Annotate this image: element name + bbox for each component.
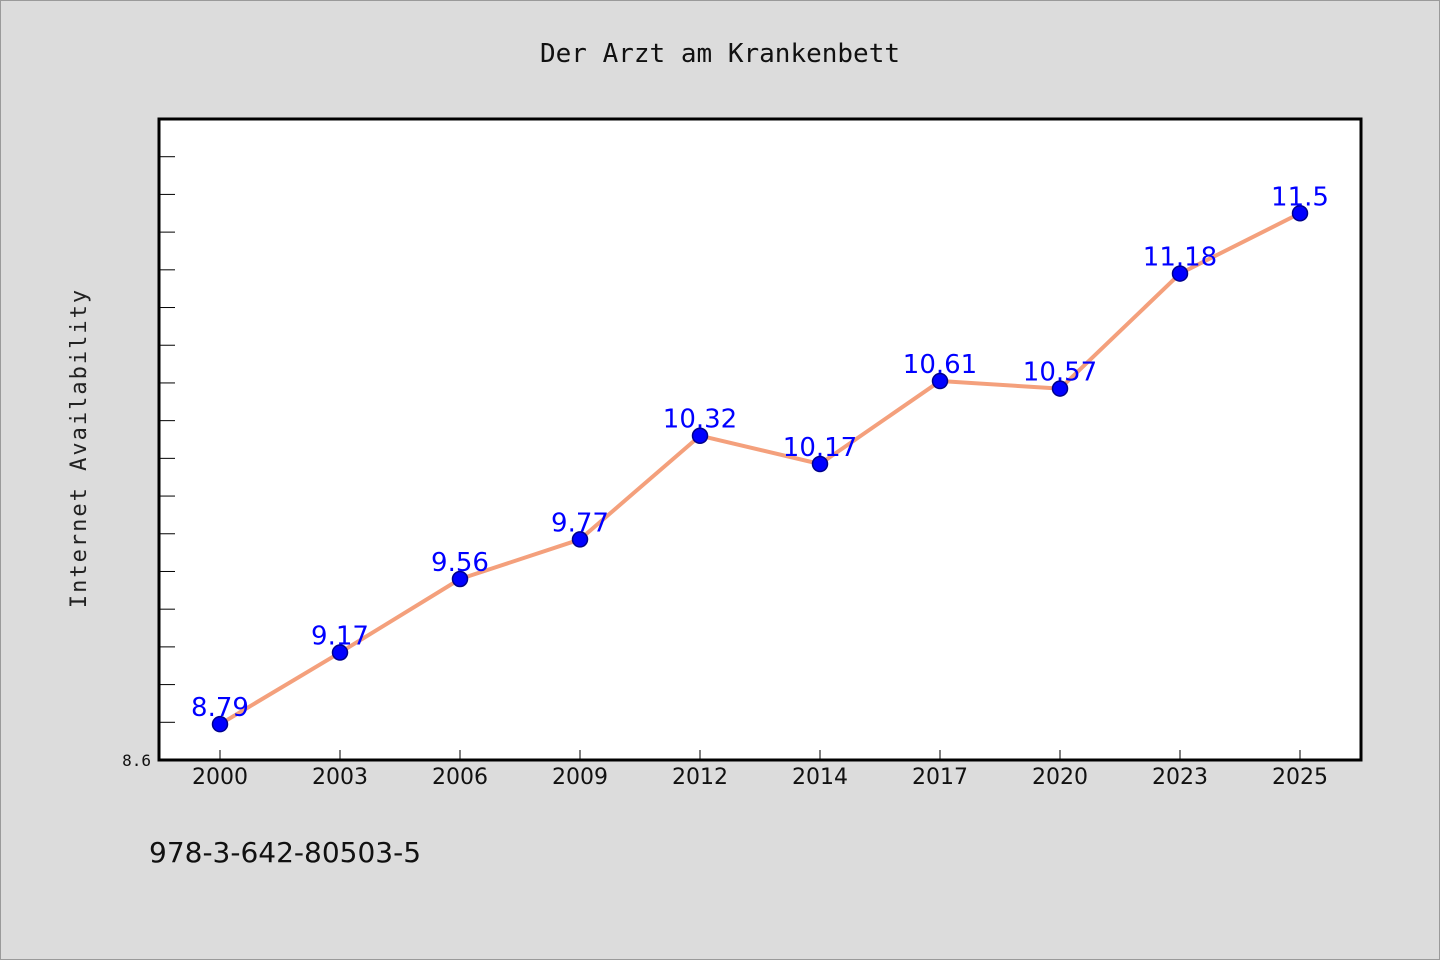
data-point [1171, 265, 1189, 282]
x-tick-label: 2020 [1032, 765, 1088, 790]
data-label: 10.57 [1023, 358, 1097, 388]
data-point [1051, 380, 1069, 397]
x-tick-label: 2012 [672, 765, 728, 790]
x-tick-label: 2009 [552, 765, 608, 790]
x-tick-label: 2023 [1152, 765, 1208, 790]
data-label: 10.17 [783, 433, 857, 463]
data-point [451, 570, 469, 588]
x-tick-label: 2025 [1272, 765, 1328, 790]
y-tick-label: 8.6 [122, 751, 151, 770]
x-tick-label: 2003 [312, 765, 368, 790]
x-tick-label: 2006 [432, 765, 488, 790]
data-point [1291, 205, 1309, 222]
data-label: 8.79 [191, 693, 249, 723]
y-axis-ticks [159, 118, 175, 761]
footer-isbn: 978-3-642-80503-5 [149, 836, 421, 869]
series-line [218, 211, 1302, 727]
data-point [571, 531, 589, 548]
data-label: 11.18 [1143, 243, 1217, 273]
x-tick-label: 2014 [792, 765, 848, 790]
y-axis-label: Internet Availability [67, 288, 92, 608]
data-label: 10.32 [663, 405, 737, 435]
data-point [211, 715, 229, 733]
x-axis-ticks: 2000 2003 2006 2009 2012 2014 2017 2020 2023 2025 [192, 750, 1328, 790]
x-tick-label: 2000 [192, 765, 248, 790]
data-label: 9.77 [551, 508, 609, 538]
data-label: 11.5 [1271, 182, 1329, 212]
chart-title: Der Arzt am Krankenbett [540, 39, 900, 69]
series-group: 8.79 9.17 9.56 9.77 10.32 10.17 10.61 10.57 11.1… [191, 182, 1329, 733]
data-label: 10.61 [903, 350, 977, 380]
data-label: 9.56 [431, 548, 489, 578]
x-tick-label: 2017 [912, 765, 968, 790]
data-point [691, 427, 709, 444]
data-point [931, 372, 949, 390]
data-point [811, 455, 829, 473]
plot-area [157, 117, 1363, 762]
data-point [331, 644, 349, 661]
data-label: 9.17 [311, 622, 369, 652]
